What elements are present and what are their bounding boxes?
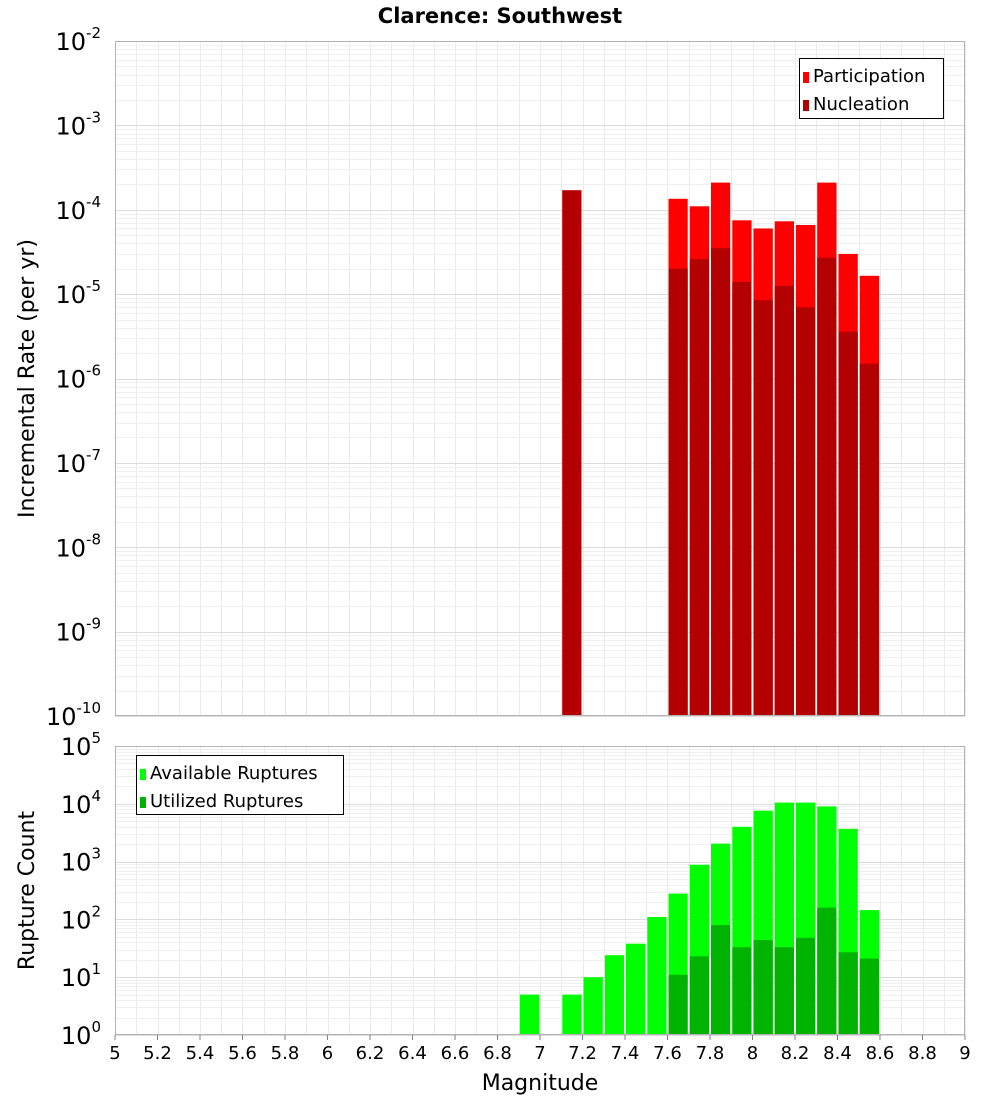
x-tick-label: 7.2	[568, 1043, 597, 1064]
x-tick-label: 7.4	[611, 1043, 640, 1064]
bar-utilized-ruptures	[668, 974, 688, 1035]
legend-label: Utilized Ruptures	[150, 791, 303, 812]
y-tick-label: 10-3	[55, 108, 101, 140]
y-axis-label: Incremental Rate (per yr)	[15, 239, 40, 518]
x-tick-label: 5	[109, 1043, 120, 1064]
x-axis: 5 5.2 5.4 5.6 5.8 6 6.2 6.4 6.6 6.8 7 7.2 7.4 7.6 7.8 8…	[109, 1035, 971, 1096]
bar-nucleation	[817, 257, 837, 716]
bar-nucleation	[774, 285, 794, 716]
bar-nucleation	[796, 307, 816, 716]
x-tick-label: 5.4	[186, 1043, 215, 1064]
legend: Available Ruptures Utilized Ruptures	[136, 755, 344, 815]
legend-label: Nucleation	[813, 94, 909, 115]
chart-title: Clarence: Southwest	[378, 4, 622, 28]
x-tick-label: 5.2	[143, 1043, 172, 1064]
bar-available-ruptures	[604, 955, 624, 1035]
y-tick-label: 103	[61, 845, 101, 877]
x-tick-label: 8.6	[866, 1043, 895, 1064]
y-tick-label: 10-2	[55, 24, 101, 56]
legend-swatch	[803, 72, 809, 83]
legend-swatch	[140, 797, 146, 808]
y-tick-label: 105	[61, 729, 101, 761]
y-tick-label: 104	[61, 787, 101, 819]
x-tick-label: 5.8	[271, 1043, 300, 1064]
x-axis-label: Magnitude	[482, 1071, 599, 1096]
legend: Participation Nucleation	[799, 58, 944, 119]
x-tick-label: 7.6	[653, 1043, 682, 1064]
x-tick-label: 6	[322, 1043, 333, 1064]
bar-available-ruptures	[583, 977, 603, 1035]
bar-utilized-ruptures	[689, 956, 710, 1035]
bar-nucleation	[838, 331, 858, 716]
bar-available-ruptures	[562, 994, 582, 1035]
legend-box	[799, 58, 944, 119]
bar-utilized-ruptures	[774, 947, 794, 1035]
legend-swatch	[140, 769, 146, 780]
y-tick-label: 10-4	[55, 193, 101, 225]
bar-available-ruptures	[519, 994, 540, 1035]
legend-label: Participation	[813, 66, 925, 87]
x-tick-label: 8.8	[908, 1043, 937, 1064]
x-tick-label: 7	[534, 1043, 545, 1064]
bar-utilized-ruptures	[732, 947, 752, 1035]
bar-nucleation	[859, 363, 880, 716]
y-tick-label: 101	[61, 960, 101, 992]
y-tick-label: 10-7	[55, 446, 101, 478]
x-tick-label: 8.2	[781, 1043, 810, 1064]
y-axis-label: Rupture Count	[15, 811, 40, 971]
panel-rate: 10-10 10-9 10-8 10-7 10-6 10-5 10-4 10-3 10-2 Inc…	[15, 24, 966, 731]
bar-utilized-ruptures	[753, 940, 773, 1035]
x-tick-label: 8	[747, 1043, 758, 1064]
bar-nucleation	[562, 190, 582, 717]
y-tick-label: 10-10	[46, 699, 101, 731]
x-tick-label: 6.2	[356, 1043, 385, 1064]
panel-count: 100 101 102 103 104 105 Rupture Count Available…	[15, 729, 966, 1050]
bar-utilized-ruptures	[859, 958, 880, 1035]
bar-nucleation	[711, 248, 731, 716]
y-tick-label: 10-9	[55, 615, 101, 647]
x-tick-label: 6.6	[441, 1043, 470, 1064]
bar-nucleation	[689, 259, 710, 716]
grid	[115, 41, 966, 717]
bar-utilized-ruptures	[817, 907, 837, 1035]
bar-nucleation	[732, 281, 752, 716]
y-tick-label: 102	[61, 902, 101, 934]
x-tick-label: 6.4	[398, 1043, 427, 1064]
x-tick-label: 5.6	[228, 1043, 257, 1064]
bar-available-ruptures	[626, 943, 646, 1035]
bar-utilized-ruptures	[838, 952, 858, 1035]
y-tick-label: 10-5	[55, 277, 101, 309]
bar-nucleation	[668, 268, 688, 716]
legend-swatch	[803, 100, 809, 111]
x-tick-label: 9	[959, 1043, 970, 1064]
plot-frame	[115, 41, 965, 716]
x-tick-label: 7.8	[696, 1043, 725, 1064]
legend-label: Available Ruptures	[150, 763, 318, 784]
bars	[562, 182, 880, 717]
bars	[519, 802, 880, 1035]
bar-available-ruptures	[647, 917, 667, 1035]
bar-utilized-ruptures	[711, 925, 731, 1035]
y-tick-label: 100	[61, 1018, 101, 1050]
legend-box	[136, 755, 344, 815]
x-tick-label: 6.8	[483, 1043, 512, 1064]
y-tick-label: 10-6	[55, 362, 101, 394]
plot-frame	[115, 746, 965, 1035]
x-tick-label: 8.4	[823, 1043, 852, 1064]
bar-utilized-ruptures	[796, 937, 816, 1035]
bar-nucleation	[753, 300, 773, 716]
y-tick-label: 10-8	[55, 530, 101, 562]
